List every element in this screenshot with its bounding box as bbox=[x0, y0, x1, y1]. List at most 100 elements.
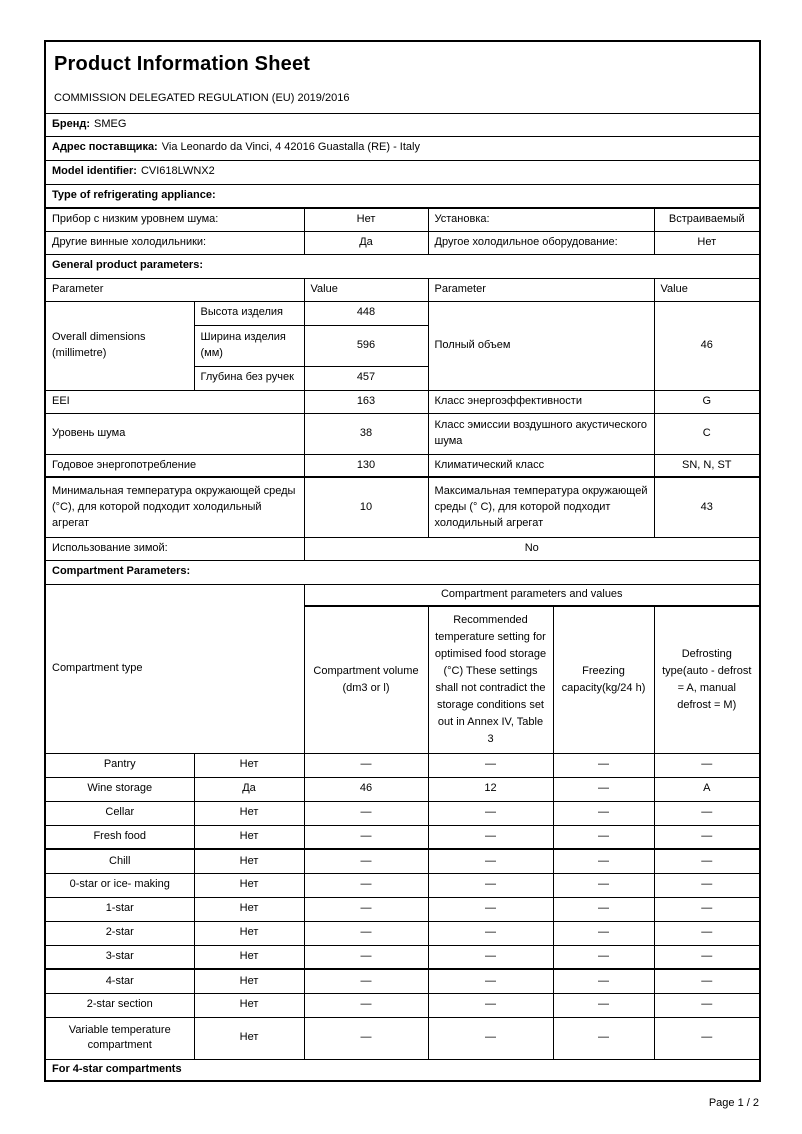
compartment-type-header: Compartment type bbox=[44, 583, 305, 754]
dimension-sub-value: 596 bbox=[303, 324, 429, 367]
compartment-section-title: Compartment Parameters: bbox=[44, 559, 761, 585]
compartment-temp-cell: — bbox=[427, 752, 554, 778]
type-param-1: Прибор с низким уровнем шума: bbox=[44, 207, 305, 232]
compartment-row: Cellar Нет — — — — bbox=[44, 800, 761, 826]
total-volume-label: Полный объем bbox=[427, 300, 655, 391]
general-row-noise: Уровень шума 38 Класс эмиссии воздушного… bbox=[44, 412, 761, 455]
model-row: Model identifier: CVI618LWNX2 bbox=[44, 159, 761, 185]
compartment-defrost-cell: — bbox=[653, 824, 761, 850]
compartment-volume-cell: — bbox=[303, 800, 429, 826]
dimension-sub-label: Глубина без ручек bbox=[193, 365, 305, 391]
general-param-1: EEI bbox=[44, 389, 305, 414]
compartment-volume-cell: — bbox=[303, 896, 429, 922]
compartment-freezing-cell: — bbox=[552, 872, 655, 898]
compartment-freezing-cell: — bbox=[552, 752, 655, 778]
dimension-sub-label: Ширина изделия (мм) bbox=[193, 324, 305, 367]
type-section-header-row: Type of refrigerating appliance: bbox=[44, 183, 761, 209]
type-param-1: Другие винные холодильники: bbox=[44, 230, 305, 255]
compartment-row: 2-star Нет — — — — bbox=[44, 920, 761, 946]
compartment-defrost-cell: — bbox=[653, 800, 761, 826]
model-label: Model identifier: bbox=[52, 165, 137, 178]
compartment-defrost-cell: — bbox=[653, 896, 761, 922]
general-param-2: Климатический класс bbox=[427, 453, 655, 478]
compartment-defrost-cell: — bbox=[653, 1016, 761, 1060]
compartment-defrost-cell: A bbox=[653, 776, 761, 802]
compartment-freezing-cell: — bbox=[552, 848, 655, 874]
title-row: Product Information Sheet COMMISSION DEL… bbox=[44, 40, 761, 114]
compartment-temp-cell: — bbox=[427, 992, 554, 1018]
general-param-2: Класс эмиссии воздушного акустического ш… bbox=[427, 412, 655, 455]
general-value-1: 10 bbox=[303, 476, 429, 538]
dimension-sub-value: 457 bbox=[303, 365, 429, 391]
dimension-row-width: Ширина изделия (мм) 596 bbox=[45, 324, 760, 367]
compartment-name-cell: 0-star or ice- making bbox=[44, 872, 195, 898]
compartment-name-cell: 3-star bbox=[44, 944, 195, 970]
general-value-2: SN, N, ST bbox=[653, 453, 761, 478]
general-value-1: 130 bbox=[303, 453, 429, 478]
address-value: Via Leonardo da Vinci, 4 42016 Guastalla… bbox=[161, 141, 420, 154]
brand-value: SMEG bbox=[94, 117, 127, 130]
compartment-freezing-cell: — bbox=[552, 776, 655, 802]
page-number: Page 1 / 2 bbox=[708, 1097, 759, 1109]
compartment-name-cell: 2-star section bbox=[44, 992, 195, 1018]
compartment-row: Wine storage Да 46 12 — A bbox=[44, 776, 761, 802]
compartment-volume-cell: — bbox=[303, 824, 429, 850]
general-value-1: 38 bbox=[303, 412, 429, 455]
column-header-parameter: Parameter bbox=[44, 277, 305, 302]
compartment-defrost-cell: — bbox=[653, 944, 761, 970]
general-param-1: Уровень шума bbox=[44, 412, 305, 455]
compartment-freezing-cell: — bbox=[552, 800, 655, 826]
compartment-present-cell: Нет bbox=[193, 992, 305, 1018]
compartment-present-cell: Нет bbox=[193, 1016, 305, 1060]
dimension-sub-label: Высота изделия bbox=[193, 300, 305, 326]
type-value-2: Нет bbox=[653, 230, 761, 255]
compartment-freezing-cell: — bbox=[552, 944, 655, 970]
dimension-row-depth: Глубина без ручек 457 bbox=[45, 365, 760, 391]
compartment-present-cell: Нет bbox=[193, 752, 305, 778]
dimensions-label: Overall dimensions (millimetre) bbox=[44, 300, 195, 391]
compartment-name-cell: Cellar bbox=[44, 800, 195, 826]
compartment-defrost-cell: — bbox=[653, 848, 761, 874]
compartment-row: 3-star Нет — — — — bbox=[44, 944, 761, 970]
brand-cell: Бренд: SMEG bbox=[44, 112, 761, 137]
column-header-defrosting: Defrosting type(auto - defrost = A, manu… bbox=[653, 605, 761, 754]
compartment-name-cell: Variable temperature compartment bbox=[44, 1016, 195, 1060]
compartment-volume-cell: — bbox=[303, 1016, 429, 1060]
general-section-header-row: General product parameters: bbox=[44, 253, 761, 279]
compartment-temp-cell: — bbox=[427, 920, 554, 946]
general-value-2: 43 bbox=[653, 476, 761, 538]
compartment-section-header-row: Compartment Parameters: bbox=[44, 559, 761, 585]
winter-use-row: Использование зимой: No bbox=[44, 536, 761, 561]
column-header-value: Value bbox=[303, 277, 429, 302]
compartment-defrost-cell: — bbox=[653, 968, 761, 994]
general-param-1: Минимальная температура окружающей среды… bbox=[44, 476, 305, 538]
brand-row: Бренд: SMEG bbox=[44, 112, 761, 137]
column-header-volume: Compartment volume (dm3 or l) bbox=[303, 605, 429, 754]
model-cell: Model identifier: CVI618LWNX2 bbox=[44, 159, 761, 185]
compartment-defrost-cell: — bbox=[653, 872, 761, 898]
compartment-volume-cell: 46 bbox=[303, 776, 429, 802]
general-value-1: 163 bbox=[303, 389, 429, 414]
compartment-group-header-row: Compartment type Compartment parameters … bbox=[44, 583, 761, 754]
type-param-2: Установка: bbox=[427, 207, 655, 232]
column-header-value: Value bbox=[653, 277, 761, 302]
compartment-present-cell: Нет bbox=[193, 968, 305, 994]
compartment-freezing-cell: — bbox=[552, 968, 655, 994]
compartment-volume-cell: — bbox=[303, 944, 429, 970]
compartment-temp-cell: — bbox=[427, 896, 554, 922]
page-title: Product Information Sheet bbox=[54, 53, 311, 75]
title-cell: Product Information Sheet COMMISSION DEL… bbox=[44, 40, 761, 114]
general-value-2: G bbox=[653, 389, 761, 414]
address-row: Адрес поставщика: Via Leonardo da Vinci, … bbox=[44, 135, 761, 161]
compartment-name-cell: Chill bbox=[44, 848, 195, 874]
compartment-present-cell: Нет bbox=[193, 824, 305, 850]
compartment-volume-cell: — bbox=[303, 848, 429, 874]
compartment-temp-cell: — bbox=[427, 1016, 554, 1060]
compartment-temp-cell: — bbox=[427, 824, 554, 850]
compartment-volume-cell: — bbox=[303, 920, 429, 946]
compartment-row: 0-star or ice- making Нет — — — — bbox=[44, 872, 761, 898]
type-row: Другие винные холодильники: Да Другое хо… bbox=[44, 230, 761, 255]
general-column-header-row: Parameter Value Parameter Value bbox=[44, 277, 761, 302]
compartment-row: 4-star Нет — — — — bbox=[44, 968, 761, 994]
general-section-title: General product parameters: bbox=[44, 253, 761, 279]
